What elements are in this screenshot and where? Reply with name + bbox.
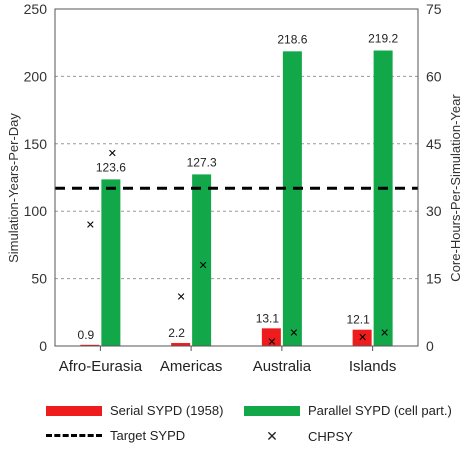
bar-parallel [282,51,302,346]
y-right-tick-label: 60 [426,68,442,84]
legend-item-chpsy: ✕ CHPSY [244,428,353,445]
chpsy-marker: ✕ [358,332,367,344]
legend-swatch-target [46,434,102,437]
chpsy-marker: ✕ [199,260,208,272]
y-right-tick-label: 15 [426,271,442,287]
x-category-label: Islands [349,358,397,375]
legend-item-parallel: Parallel SYPD (cell part.) [244,403,452,418]
y-right-tick-label: 0 [426,338,434,354]
labels: 0 50 100 150 200 250 0 15 30 45 60 75 Afro-Eurasia 0.… [24,1,442,375]
bars [80,50,393,346]
bar-serial [261,328,281,346]
y-left-tick-label: 50 [31,271,47,287]
bar-serial [80,344,100,346]
y-right-tick-label: 30 [426,203,442,219]
data-label-parallel: 219.2 [368,32,398,46]
legend: Serial SYPD (1958) Parallel SYPD (cell p… [0,398,474,455]
chpsy-marker: ✕ [380,328,389,340]
data-label-serial: 12.1 [346,313,370,327]
data-label-serial: 0.9 [78,328,95,342]
y-left-tick-label: 200 [24,68,48,84]
chart: ✕ ✕ ✕ ✕ ✕ ✕ ✕ ✕ 0 50 100 150 200 250 0 15 30 45 60 75 Afro-… [6,1,463,375]
y-left-tick-label: 0 [39,338,47,354]
y-right-axis-title: Core-Hours-Per-Simulation-Year [448,94,463,282]
bar-serial [171,343,191,346]
legend-label-parallel: Parallel SYPD (cell part.) [308,403,452,418]
legend-label-target: Target SYPD [110,428,186,443]
legend-label-serial: Serial SYPD (1958) [110,403,224,418]
legend-swatch-parallel [244,405,300,416]
x-category-label: Americas [160,358,223,375]
axes [54,8,419,351]
data-label-serial: 13.1 [256,311,280,325]
data-label-parallel: 127.3 [187,155,217,169]
chpsy-marker: ✕ [289,328,298,340]
x-category-label: Australia [253,358,312,375]
y-left-tick-label: 250 [24,1,48,17]
legend-swatch-chpsy: ✕ [266,428,278,444]
legend-label-chpsy: CHPSY [308,429,353,444]
data-label-parallel: 218.6 [277,32,307,46]
legend-item-serial: Serial SYPD (1958) [46,403,223,418]
chpsy-markers: ✕ ✕ ✕ ✕ ✕ ✕ ✕ ✕ [86,148,389,349]
chpsy-marker: ✕ [267,337,276,349]
legend-item-target: Target SYPD [46,428,185,443]
y-right-tick-label: 75 [426,1,442,17]
y-left-tick-label: 100 [24,203,48,219]
bar-serial [352,329,372,346]
plot-frame [54,8,419,347]
x-category-label: Afro-Eurasia [59,358,143,375]
y-left-axis-title: Simulation-Years-Per-Day [6,113,21,263]
legend-swatch-serial [46,405,102,416]
bar-parallel [373,50,393,346]
y-left-tick-label: 150 [24,136,48,152]
data-label-parallel: 123.6 [96,160,126,174]
chpsy-marker: ✕ [86,220,95,232]
bar-parallel [101,179,121,346]
chpsy-marker: ✕ [108,148,117,160]
bar-parallel [192,174,212,346]
y-right-tick-label: 45 [426,136,442,152]
chpsy-marker: ✕ [177,292,186,304]
data-label-serial: 2.2 [168,326,185,340]
